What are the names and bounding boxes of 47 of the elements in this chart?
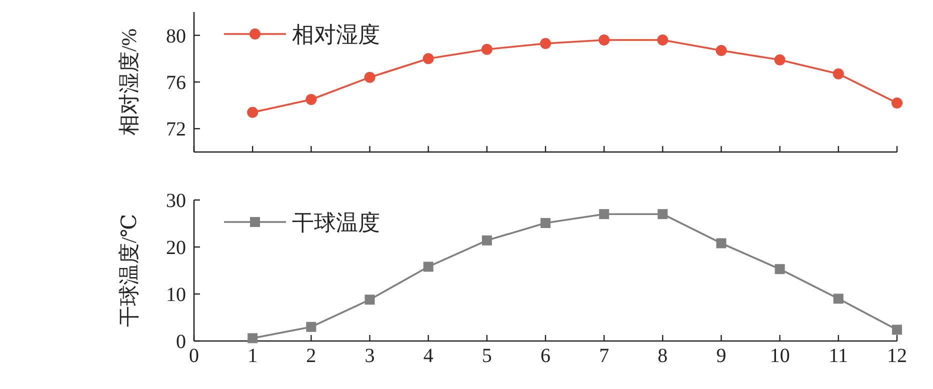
y-tick-label: 0 xyxy=(176,331,186,353)
y-axis-title: 相对湿度/% xyxy=(117,28,141,136)
point xyxy=(892,324,902,335)
x-tick-label: 2 xyxy=(306,345,316,367)
point xyxy=(247,106,258,118)
point xyxy=(364,72,376,83)
y-tick-label: 30 xyxy=(166,190,186,212)
x-tick-label: 8 xyxy=(658,345,668,367)
y-tick-label: 10 xyxy=(166,284,186,306)
x-tick-label: 9 xyxy=(716,345,726,367)
point xyxy=(306,94,317,105)
x-tick-label: 5 xyxy=(482,345,492,367)
point xyxy=(832,68,844,80)
x-tick-label: 3 xyxy=(364,345,375,367)
x-tick-label: 12 xyxy=(887,345,907,367)
y-tick-label: 80 xyxy=(166,25,186,48)
y-tick-label: 76 xyxy=(166,72,186,94)
legend-label: 相对湿度 xyxy=(292,22,380,47)
y-tick-label: 20 xyxy=(166,237,186,259)
point xyxy=(658,209,668,220)
point xyxy=(716,45,727,56)
y-axis-title: 干球温度/℃ xyxy=(117,214,141,328)
point xyxy=(833,294,844,304)
point xyxy=(482,235,492,246)
point xyxy=(423,262,434,272)
point xyxy=(306,322,316,332)
point xyxy=(481,44,492,55)
point xyxy=(716,238,726,248)
point xyxy=(774,54,786,66)
x-tick-label: 6 xyxy=(540,345,550,367)
point xyxy=(540,38,551,49)
x-tick-label: 7 xyxy=(599,345,610,367)
point xyxy=(892,98,902,108)
point xyxy=(540,218,550,228)
x-tick-label: 4 xyxy=(423,345,434,367)
x-tick-label: 10 xyxy=(770,345,790,367)
x-tick-label: 1 xyxy=(248,345,258,367)
point xyxy=(774,264,785,274)
point xyxy=(657,34,668,46)
point xyxy=(248,333,258,344)
y-tick-label: 72 xyxy=(166,118,186,141)
point xyxy=(599,209,610,220)
legend-label: 干球温度 xyxy=(292,210,380,235)
point xyxy=(422,53,434,64)
point xyxy=(598,34,610,46)
x-tick-label: 11 xyxy=(828,345,848,367)
point xyxy=(364,294,375,305)
